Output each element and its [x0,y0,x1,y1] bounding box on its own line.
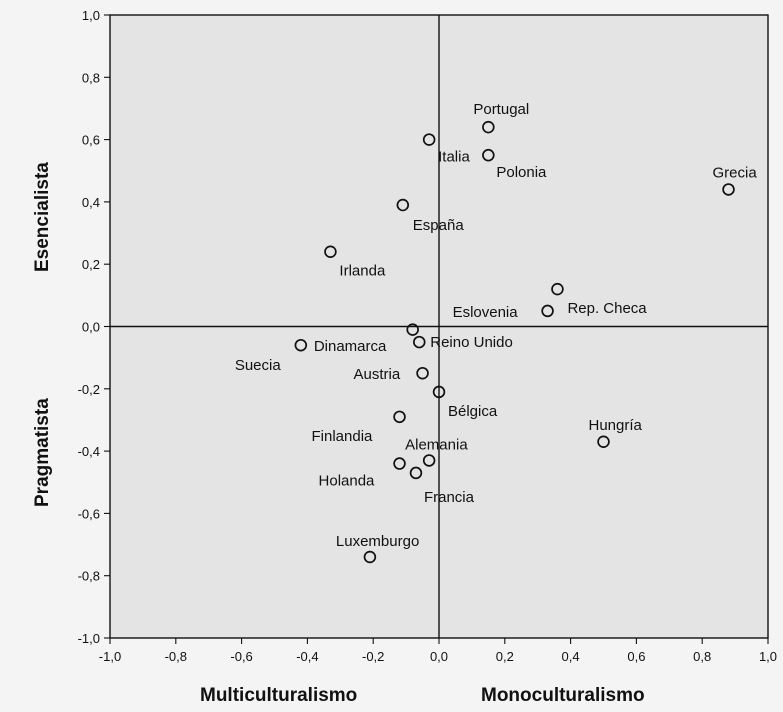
point-label: Suecia [235,357,282,374]
x-tick-label: -0,6 [230,649,252,664]
scatter-point [409,466,423,480]
x-tick-label: -0,4 [296,649,318,664]
point-label: Portugal [473,101,529,118]
y-label-top: Esencialista [32,162,53,272]
y-tick-label: -1,0 [78,631,100,646]
scatter-point [722,183,735,196]
y-tick-label: -0,2 [78,382,100,397]
point-label: Luxemburgo [336,533,419,550]
y-label-bottom: Pragmatista [32,398,53,507]
tick-layer: -1,0 -0,8 -0,6 -0,4 -0,2 0,0 0,2 0,4 0,6 0,8 1,0 1,… [78,8,777,664]
point-label: Holanda [319,473,376,490]
y-tick-label: 0,8 [82,70,100,85]
y-tick-label: -0,8 [78,569,100,584]
scatter-point [541,304,554,318]
scatter-point [324,245,337,258]
scatter-point [413,335,426,349]
y-tick-label: 0,4 [82,195,100,210]
scatter-point [393,457,406,470]
point-label: Dinamarca [314,338,387,355]
scatter-point [482,120,495,134]
y-tick-label: 1,0 [82,8,100,23]
y-tick-label: -0,6 [78,506,100,521]
axis-title-layer: Multiculturalismo Monoculturalismo Esenc… [32,162,645,706]
point-label: Rep. Checa [567,300,647,317]
x-tick-label: 0,4 [562,649,580,664]
scatter-point [363,550,377,564]
scatter-point [597,435,610,449]
reference-line-layer [110,15,768,638]
point-label: Bélgica [448,403,498,420]
x-tick-label: 0,0 [430,649,448,664]
point-label: Hungría [589,417,643,434]
y-tick-label: 0,6 [82,133,100,148]
x-tick-label: 1,0 [759,649,777,664]
point-label: Austria [354,366,401,383]
scatter-point [294,338,308,352]
scatter-point [422,133,436,146]
scatter-point [393,410,406,424]
x-label-right: Monoculturalismo [481,685,645,706]
y-tick-label: -0,4 [78,444,100,459]
point-label: Irlanda [339,263,386,280]
scatter-point [416,366,429,380]
point-label: Reino Unido [430,334,513,351]
point-label: Finlandia [312,428,374,445]
scatter-point [482,148,495,162]
scatter-point [432,385,446,399]
x-tick-label: -0,8 [165,649,187,664]
x-tick-label: -1,0 [99,649,121,664]
point-label: Eslovenia [453,304,519,321]
point-label-layer: Portugal Italia Polonia Grecia España Irlanda… [235,101,758,550]
scatter-point [396,198,410,212]
point-label: Italia [438,149,470,166]
point-label: España [413,217,465,234]
scatter-point [422,454,436,467]
y-tick-label: 0,0 [82,320,100,335]
point-label: Alemania [405,436,468,453]
x-tick-label: 0,6 [627,649,645,664]
point-label: Francia [424,489,475,506]
x-tick-label: 0,2 [496,649,514,664]
point-label: Grecia [713,164,758,181]
points-layer [294,120,735,564]
scatter-point [406,323,419,336]
scatter-point [551,282,564,296]
point-label: Polonia [496,164,547,181]
x-tick-label: 0,8 [693,649,711,664]
x-label-left: Multiculturalismo [200,685,357,706]
y-tick-label: 0,2 [82,257,100,272]
x-tick-label: -0,2 [362,649,384,664]
